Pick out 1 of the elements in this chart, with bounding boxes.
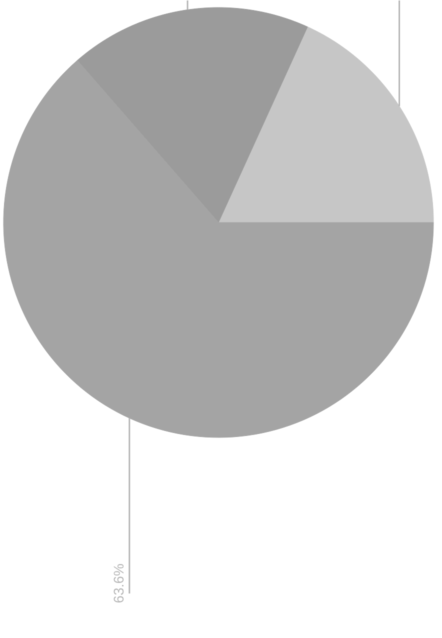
data-label: 63.6% bbox=[110, 563, 126, 604]
